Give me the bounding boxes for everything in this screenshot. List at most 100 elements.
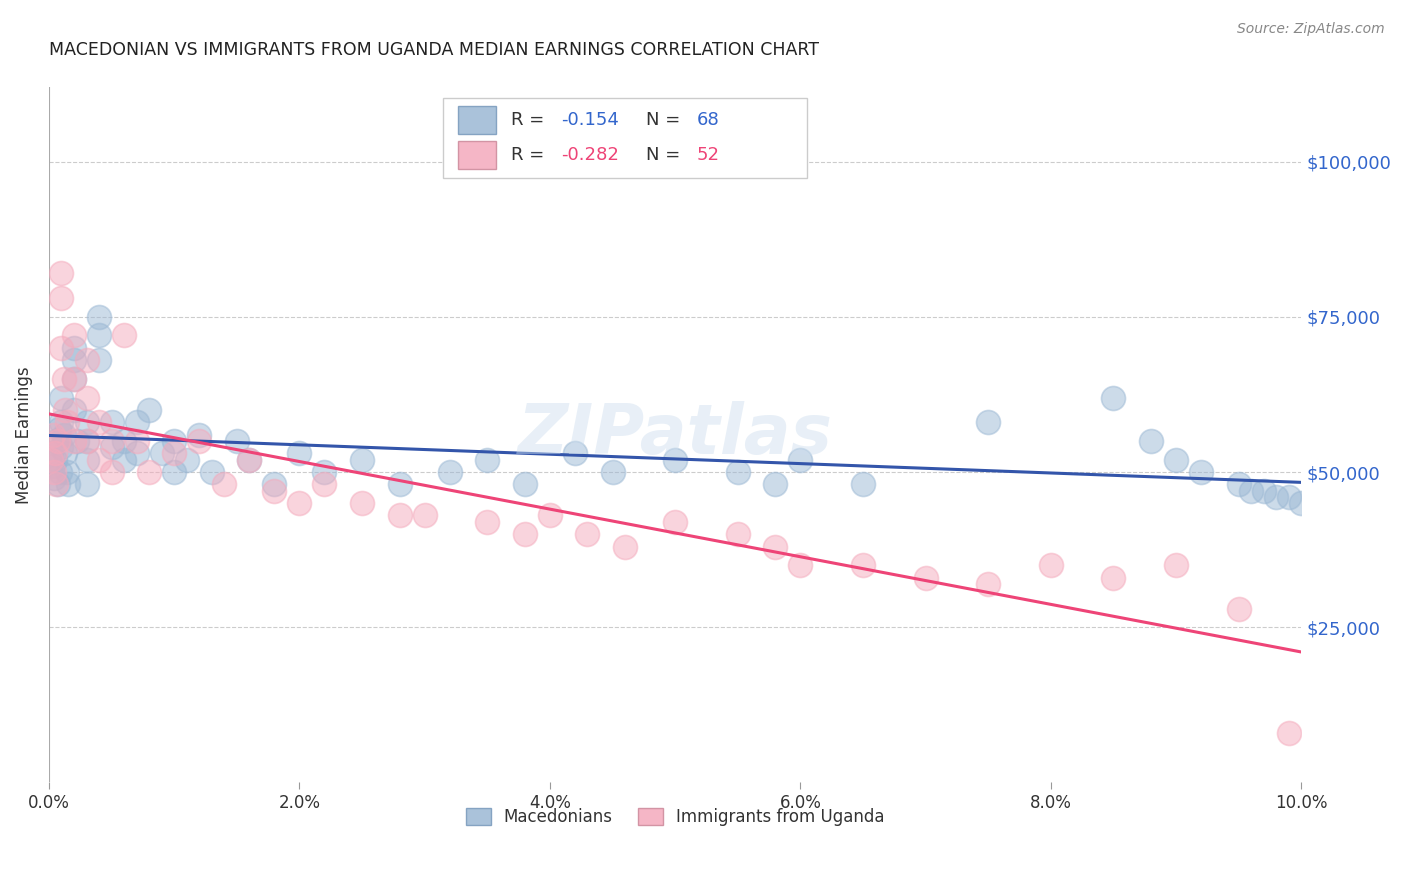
- Point: [125, 416, 148, 430]
- Point: [388, 508, 411, 523]
- Point: [1227, 601, 1250, 615]
- Point: [55, 465, 77, 479]
- Point: [413, 508, 436, 523]
- Text: ZIPatlas: ZIPatlas: [517, 401, 832, 468]
- Point: [45, 434, 67, 448]
- Point: [100, 416, 122, 430]
- Text: R =: R =: [510, 111, 550, 129]
- Point: [763, 477, 786, 491]
- Point: [238, 452, 260, 467]
- Point: [1291, 496, 1313, 510]
- Point: [576, 527, 599, 541]
- Point: [63, 341, 86, 355]
- Point: [51, 291, 73, 305]
- Point: [1278, 490, 1301, 504]
- Bar: [443, 97, 807, 178]
- Point: [138, 465, 160, 479]
- Text: N =: N =: [647, 145, 686, 163]
- Text: R =: R =: [510, 145, 550, 163]
- Text: 68: 68: [696, 111, 718, 129]
- Point: [789, 558, 811, 573]
- Point: [188, 434, 211, 448]
- Text: MACEDONIAN VS IMMIGRANTS FROM UGANDA MEDIAN EARNINGS CORRELATION CHART: MACEDONIAN VS IMMIGRANTS FROM UGANDA MED…: [49, 41, 818, 60]
- Point: [914, 570, 936, 584]
- Point: [51, 440, 73, 454]
- Point: [664, 452, 686, 467]
- Point: [112, 434, 135, 448]
- Point: [727, 465, 749, 479]
- Point: [53, 372, 76, 386]
- Point: [1102, 570, 1125, 584]
- Point: [42, 465, 65, 479]
- Point: [163, 434, 186, 448]
- Point: [238, 452, 260, 467]
- Point: [53, 446, 76, 460]
- Point: [100, 465, 122, 479]
- Point: [614, 540, 637, 554]
- Point: [48, 421, 70, 435]
- Point: [63, 372, 86, 386]
- Point: [76, 477, 98, 491]
- Point: [188, 427, 211, 442]
- Point: [76, 416, 98, 430]
- Point: [977, 576, 1000, 591]
- Point: [150, 446, 173, 460]
- Point: [1253, 483, 1275, 498]
- Point: [439, 465, 461, 479]
- Point: [76, 434, 98, 448]
- Point: [65, 434, 87, 448]
- Point: [513, 477, 536, 491]
- Point: [45, 477, 67, 491]
- Point: [76, 353, 98, 368]
- Point: [87, 328, 110, 343]
- Point: [263, 477, 285, 491]
- Point: [1227, 477, 1250, 491]
- Point: [1278, 725, 1301, 739]
- Point: [1265, 490, 1288, 504]
- Point: [602, 465, 624, 479]
- Point: [176, 452, 198, 467]
- Bar: [458, 141, 496, 169]
- Point: [288, 496, 311, 510]
- Point: [352, 452, 374, 467]
- Point: [388, 477, 411, 491]
- Point: [727, 527, 749, 541]
- Point: [63, 434, 86, 448]
- Point: [1164, 558, 1187, 573]
- Point: [125, 446, 148, 460]
- Point: [51, 267, 73, 281]
- Point: [63, 372, 86, 386]
- Point: [42, 458, 65, 473]
- Point: [76, 391, 98, 405]
- Point: [852, 477, 875, 491]
- Legend: Macedonians, Immigrants from Uganda: Macedonians, Immigrants from Uganda: [458, 802, 891, 833]
- Point: [51, 341, 73, 355]
- Point: [63, 353, 86, 368]
- Point: [87, 310, 110, 324]
- Point: [56, 477, 79, 491]
- Point: [288, 446, 311, 460]
- Point: [263, 483, 285, 498]
- Point: [664, 515, 686, 529]
- Point: [538, 508, 561, 523]
- Point: [87, 452, 110, 467]
- Text: -0.282: -0.282: [561, 145, 619, 163]
- Point: [1140, 434, 1163, 448]
- Point: [53, 427, 76, 442]
- Point: [564, 446, 586, 460]
- Point: [163, 465, 186, 479]
- Point: [201, 465, 224, 479]
- Point: [1039, 558, 1062, 573]
- Point: [44, 446, 66, 460]
- Point: [53, 403, 76, 417]
- Point: [46, 477, 69, 491]
- Point: [852, 558, 875, 573]
- Point: [477, 515, 499, 529]
- Point: [138, 403, 160, 417]
- Point: [46, 434, 69, 448]
- Point: [44, 452, 66, 467]
- Point: [763, 540, 786, 554]
- Point: [51, 391, 73, 405]
- Point: [51, 416, 73, 430]
- Point: [42, 471, 65, 485]
